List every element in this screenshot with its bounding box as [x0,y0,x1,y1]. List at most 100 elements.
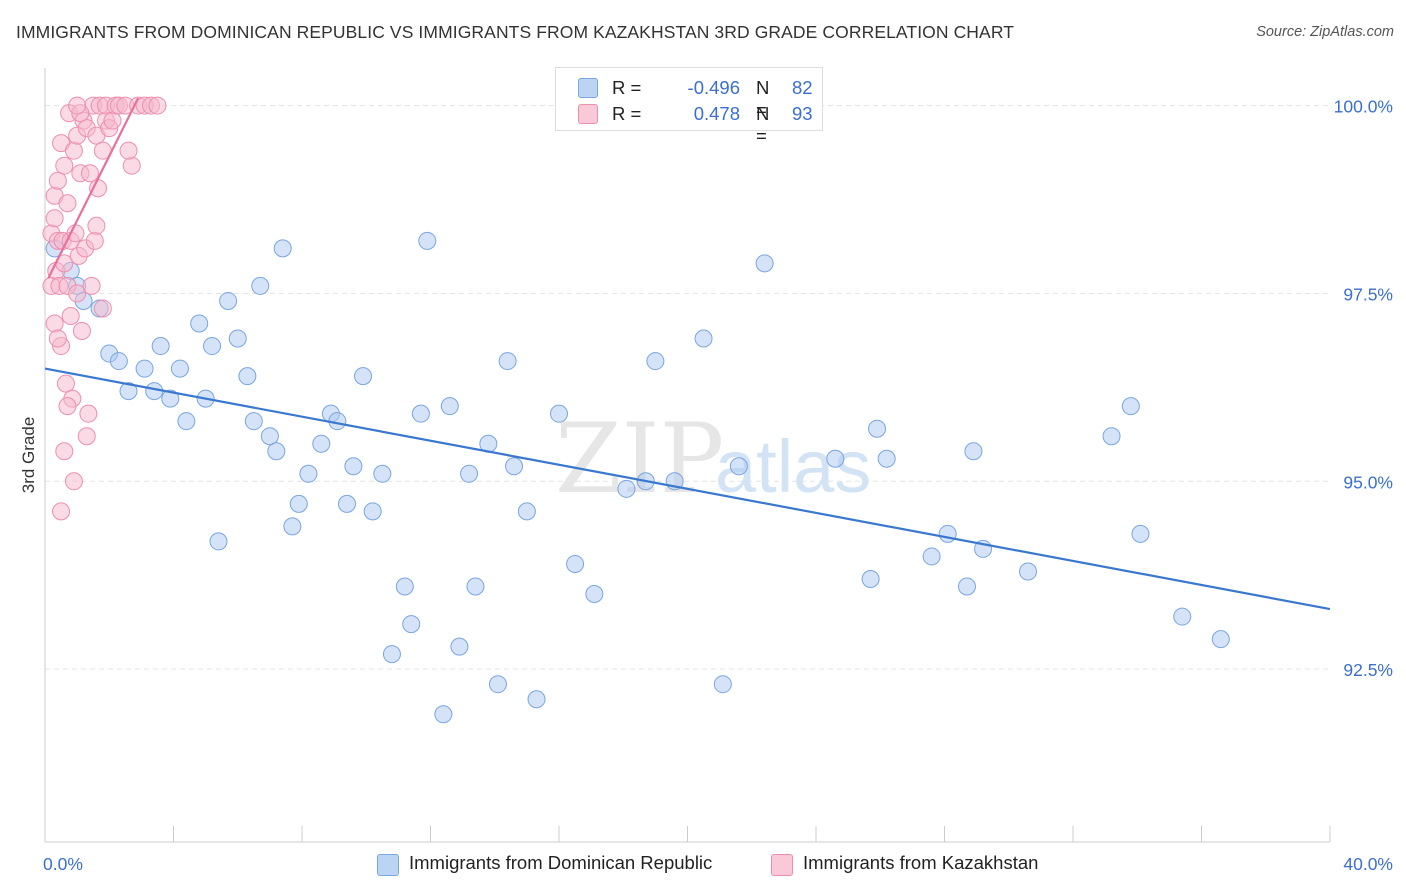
series-kazakhstan-points [42,96,167,521]
axes [44,68,1331,843]
dominican-point [517,502,536,521]
dominican-point [868,419,887,438]
kazakhstan-point [55,442,74,461]
dominican-point [1131,524,1150,543]
source-label: Source: ZipAtlas.com [1256,24,1394,40]
dominican-point [1102,427,1121,446]
y-tick-label: 97.5% [1343,284,1393,304]
y-tick-label: 92.5% [1343,660,1393,680]
legend-r-value: -0.496 [687,77,740,98]
dominican-point [151,337,170,356]
dominican-point [418,231,437,250]
dominican-point [283,517,302,536]
dominican-point [826,449,845,468]
dominican-point [344,457,363,476]
dominican-point [488,675,507,694]
dominican-point [1121,397,1140,416]
legend-swatch-kazakhstan [771,854,793,876]
dominican-point [373,464,392,483]
kazakhstan-point [52,502,71,521]
dominican-point [299,464,318,483]
legend-n-value: 93 [792,103,813,124]
series-name-dominican: Immigrants from Dominican Republic [409,852,713,873]
dominican-point [170,359,189,378]
series-name-kazakhstan: Immigrants from Kazakhstan [803,852,1039,873]
kazakhstan-point [45,209,64,228]
watermark: ZIP atlas [555,403,871,515]
dominican-point [177,412,196,431]
dominican-point [161,389,180,408]
x-tick-label: 40.0% [1343,854,1393,874]
dominican-point [550,404,568,423]
kazakhstan-point [103,111,122,130]
dominican-point [450,637,469,656]
kazakhstan-point [48,171,67,190]
dominican-point [411,404,430,423]
dominican-point [585,585,604,604]
kazakhstan-point [48,329,67,348]
kazakhstan-point [148,96,167,115]
dominican-point [646,352,665,371]
dominican-point [209,532,228,551]
dominican-point [729,457,748,476]
kazakhstan-point [80,164,99,183]
dominican-point [251,276,270,295]
trend-lines [44,97,1331,611]
legend-n-value: 82 [792,77,813,98]
dominican-point [713,675,732,694]
kazakhstan-point [55,156,74,175]
dominican-point [395,577,414,596]
kazakhstan-point [45,314,64,333]
dominican-point [190,314,209,333]
kazakhstan-point [82,276,101,295]
stats-legend: R = -0.496 N = 82 R = 0.478 N = 93 [555,67,823,146]
dominican-point [617,479,636,498]
dominican-point [460,464,479,483]
dominican-point [861,569,880,588]
kazakhstan-point [68,284,87,303]
kazakhstan-point [58,397,77,416]
dominican-point [267,442,286,461]
dominican-point [957,577,976,596]
dominican-point [260,427,279,446]
kazakhstan-point [93,299,112,318]
kazakhstan-point [61,306,80,325]
dominican-point [566,554,585,573]
kazakhstan-trend-line [47,97,140,279]
dominican-point [135,359,154,378]
dominican-point [694,329,713,348]
dominican-point [228,329,247,348]
x-tick-labels: 0.0% 40.0% [43,854,1393,874]
legend-n-label: N = [756,77,770,120]
legend-r-label: R = [612,103,642,124]
y-axis-label: 3rd Grade [19,417,38,494]
kazakhstan-point [122,156,141,175]
dominican-point [109,352,128,371]
dominican-point [382,645,401,664]
dominican-point [938,524,957,543]
legend-swatch-dominican [377,854,399,876]
legend-r-value: 0.478 [693,103,740,124]
dominican-point [203,337,222,356]
dominican-point [273,239,292,258]
dominican-point [440,397,459,416]
kazakhstan-point [79,404,98,423]
grid-lines [45,105,1330,670]
dominican-point [119,382,138,401]
dominican-point [238,367,257,386]
y-tick-label: 95.0% [1343,472,1393,492]
kazakhstan-point [68,96,87,115]
legend-r-label: R = [612,77,642,98]
dominican-point [1211,630,1230,649]
kazakhstan-point [64,141,83,160]
dominican-point [498,352,517,371]
kazakhstan-point [119,141,138,160]
dominican-point [337,494,356,513]
legend-swatch-kazakhstan [578,104,598,124]
dominican-point [219,291,238,310]
dominican-point [527,690,546,709]
dominican-point [505,457,524,476]
y-tick-label: 100.0% [1334,97,1393,117]
series-dominican-points [45,231,1230,724]
